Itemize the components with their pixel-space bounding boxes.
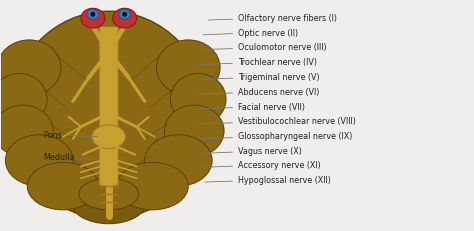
Ellipse shape bbox=[145, 135, 212, 186]
Ellipse shape bbox=[5, 135, 73, 186]
Ellipse shape bbox=[0, 74, 47, 125]
Text: Vestibulocochlear nerve (VIII): Vestibulocochlear nerve (VIII) bbox=[199, 117, 356, 126]
Ellipse shape bbox=[0, 41, 61, 96]
Text: Optic nerve (II): Optic nerve (II) bbox=[203, 28, 298, 37]
Ellipse shape bbox=[0, 106, 53, 157]
Text: Olfactory nerve fibers (I): Olfactory nerve fibers (I) bbox=[208, 14, 337, 23]
Text: Trochlear nerve (IV): Trochlear nerve (IV) bbox=[199, 58, 317, 67]
Text: Medulla: Medulla bbox=[43, 152, 98, 161]
Text: Accessory nerve (XI): Accessory nerve (XI) bbox=[203, 160, 321, 169]
Ellipse shape bbox=[79, 179, 138, 210]
Ellipse shape bbox=[9, 12, 208, 219]
Ellipse shape bbox=[71, 180, 146, 224]
Ellipse shape bbox=[81, 9, 105, 29]
Text: Abducens nerve (VI): Abducens nerve (VI) bbox=[199, 87, 319, 96]
Text: Hypoglossal nerve (XII): Hypoglossal nerve (XII) bbox=[205, 175, 331, 184]
Ellipse shape bbox=[92, 125, 126, 149]
Ellipse shape bbox=[117, 163, 188, 210]
FancyBboxPatch shape bbox=[100, 27, 118, 186]
Text: Oculomotor nerve (III): Oculomotor nerve (III) bbox=[201, 43, 327, 52]
Ellipse shape bbox=[164, 106, 224, 157]
Ellipse shape bbox=[113, 9, 137, 29]
Ellipse shape bbox=[91, 13, 95, 18]
Text: Vagus nerve (X): Vagus nerve (X) bbox=[201, 146, 302, 155]
Ellipse shape bbox=[118, 10, 131, 20]
Ellipse shape bbox=[170, 74, 226, 125]
Text: Pons: Pons bbox=[43, 131, 98, 140]
Text: Glossopharyngeal nerve (IX): Glossopharyngeal nerve (IX) bbox=[200, 132, 352, 141]
Ellipse shape bbox=[156, 41, 220, 96]
Ellipse shape bbox=[27, 163, 99, 210]
Text: Facial nerve (VII): Facial nerve (VII) bbox=[199, 102, 305, 111]
Ellipse shape bbox=[122, 13, 127, 18]
Text: Trigeminal nerve (V): Trigeminal nerve (V) bbox=[199, 73, 319, 82]
Ellipse shape bbox=[87, 10, 99, 20]
